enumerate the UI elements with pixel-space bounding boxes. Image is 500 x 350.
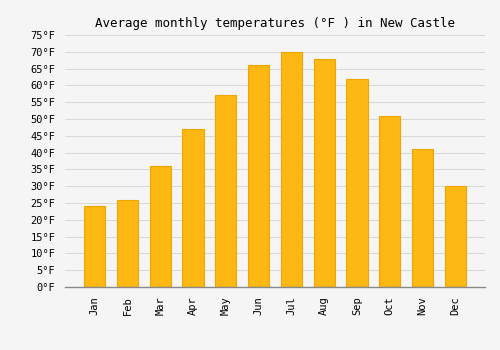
- Bar: [150, 166, 171, 287]
- Bar: [84, 206, 106, 287]
- Bar: [346, 79, 368, 287]
- Bar: [215, 96, 236, 287]
- Bar: [444, 186, 466, 287]
- Title: Average monthly temperatures (°F ) in New Castle: Average monthly temperatures (°F ) in Ne…: [95, 17, 455, 30]
- Bar: [412, 149, 433, 287]
- Bar: [314, 58, 335, 287]
- Bar: [117, 199, 138, 287]
- Bar: [280, 52, 302, 287]
- Bar: [182, 129, 204, 287]
- Bar: [379, 116, 400, 287]
- Bar: [248, 65, 270, 287]
